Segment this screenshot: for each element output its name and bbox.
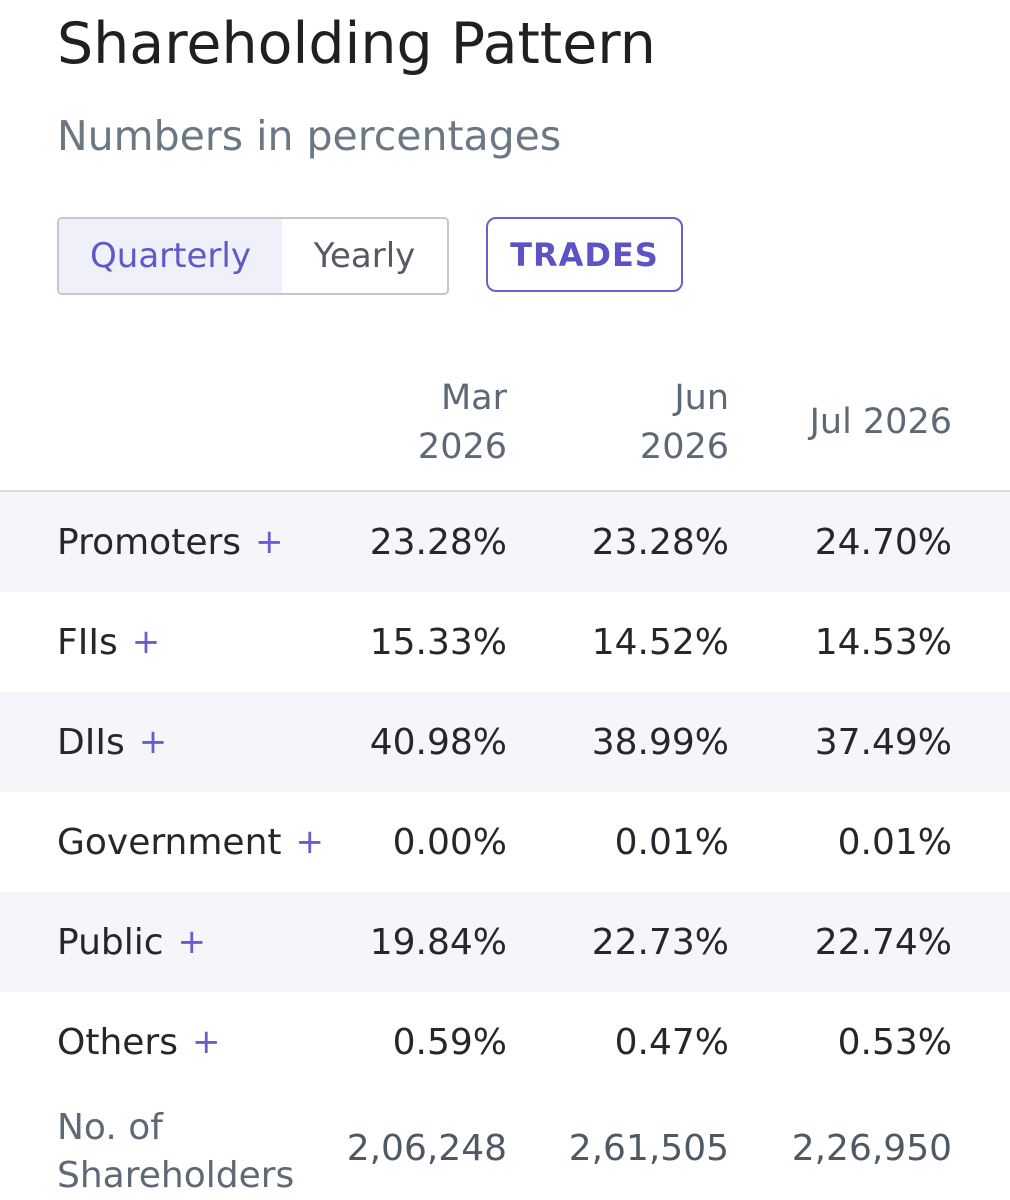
- expand-plus-icon[interactable]: +: [255, 522, 284, 562]
- cell-value: 14.52%: [591, 621, 729, 663]
- cell-value: 0.00%: [392, 821, 507, 863]
- shareholders-label: No. of Shareholders: [57, 1107, 295, 1196]
- table-row-shareholders: No. of Shareholders 2,06,248 2,61,505 2,…: [0, 1092, 1010, 1200]
- cell-value: 23.28%: [591, 521, 729, 563]
- row-label-text: FIIs: [57, 621, 118, 663]
- cell-value: 38.99%: [591, 721, 729, 763]
- shareholders-count: 2,06,248: [346, 1128, 507, 1169]
- row-label-text: DIIs: [57, 721, 125, 763]
- cell-value: 22.73%: [591, 921, 729, 963]
- row-label: Public +: [57, 892, 206, 992]
- row-label: DIIs +: [57, 692, 167, 792]
- column-header-mar-2026: Mar 2026: [417, 377, 507, 467]
- page-title: Shareholding Pattern: [57, 11, 656, 77]
- expand-plus-icon[interactable]: +: [131, 622, 161, 662]
- table-header-row: Mar 2026 Jun 2026 Jul 2026: [0, 355, 1010, 492]
- cell-value: 37.49%: [814, 721, 952, 763]
- page-subtitle: Numbers in percentages: [57, 112, 562, 160]
- row-label-text: Government: [57, 821, 282, 863]
- row-label: Promoters +: [57, 492, 284, 592]
- cell-value: 23.28%: [369, 521, 507, 563]
- table-row-government: Government + 0.00% 0.01% 0.01%: [0, 792, 1010, 892]
- expand-plus-icon[interactable]: +: [177, 922, 207, 962]
- cell-value: 14.53%: [814, 621, 952, 663]
- table-row-fiis: FIIs + 15.33% 14.52% 14.53%: [0, 592, 1010, 692]
- cell-value: 0.59%: [392, 1021, 507, 1063]
- expand-plus-icon[interactable]: +: [295, 822, 325, 862]
- shareholding-table: Mar 2026 Jun 2026 Jul 2026 Promoters + 2…: [0, 355, 1010, 1200]
- quarterly-toggle-button[interactable]: Quarterly: [59, 219, 282, 293]
- cell-value: 15.33%: [369, 621, 507, 663]
- row-label: Others +: [57, 992, 220, 1092]
- cell-value: 24.70%: [814, 521, 952, 563]
- table-row-others: Others + 0.59% 0.47% 0.53%: [0, 992, 1010, 1092]
- cell-value: 19.84%: [369, 921, 507, 963]
- cell-value: 0.01%: [614, 821, 729, 863]
- table-row-public: Public + 19.84% 22.73% 22.74%: [0, 892, 1010, 992]
- shareholders-count: 2,26,950: [791, 1128, 952, 1169]
- row-label: Government +: [57, 792, 324, 892]
- yearly-toggle-button[interactable]: Yearly: [282, 219, 447, 293]
- row-label-text: Public: [57, 921, 164, 963]
- expand-plus-icon[interactable]: +: [191, 1022, 221, 1062]
- cell-value: 0.47%: [614, 1021, 729, 1063]
- table-row-promoters: Promoters + 23.28% 23.28% 24.70%: [0, 492, 1010, 592]
- table-row-diis: DIIs + 40.98% 38.99% 37.49%: [0, 692, 1010, 792]
- expand-plus-icon[interactable]: +: [138, 722, 168, 762]
- column-header-jun-2026: Jun 2026: [639, 377, 729, 467]
- cell-value: 0.53%: [837, 1021, 952, 1063]
- trades-button[interactable]: TRADES: [486, 217, 683, 292]
- row-label-text: Promoters: [57, 521, 242, 563]
- column-header-jul-2026: Jul 2026: [809, 402, 952, 442]
- shareholders-count: 2,61,505: [568, 1128, 729, 1169]
- cell-value: 40.98%: [369, 721, 507, 763]
- cell-value: 0.01%: [837, 821, 952, 863]
- row-label-text: Others: [57, 1021, 178, 1063]
- row-label: FIIs +: [57, 592, 160, 692]
- cell-value: 22.74%: [814, 921, 952, 963]
- period-toggle: Quarterly Yearly: [57, 217, 449, 295]
